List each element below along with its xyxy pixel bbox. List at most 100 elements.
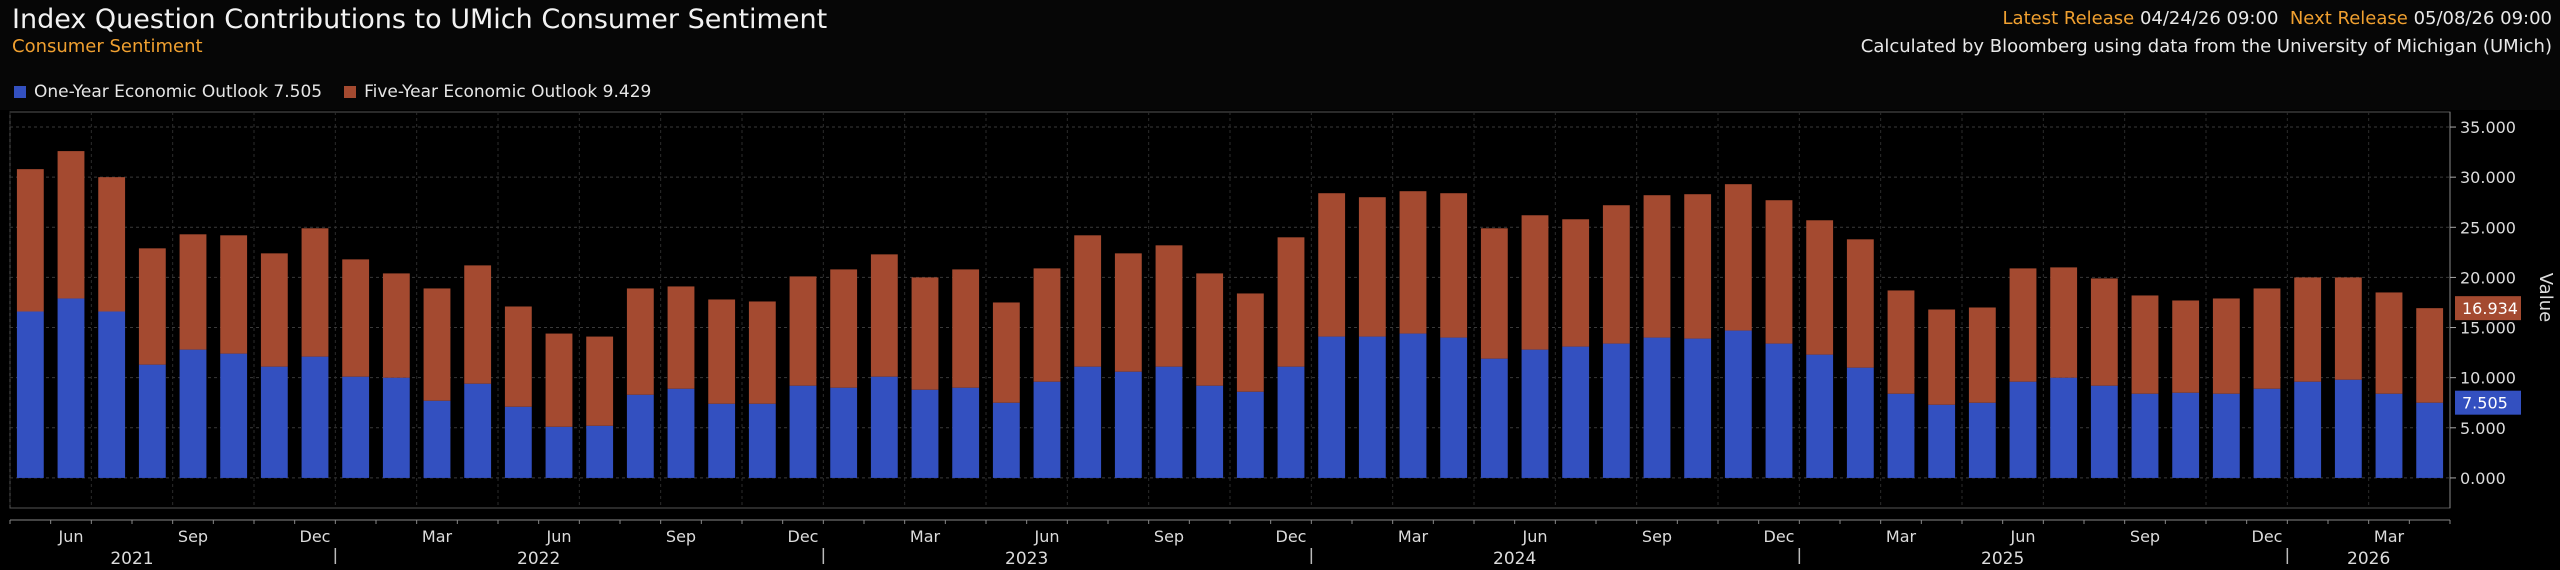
bar-five-year [2375,292,2403,394]
bar-one-year [667,388,695,478]
x-year-label: 2025 [1981,549,2024,569]
bar-one-year [789,385,817,478]
bar-five-year [1765,200,1793,344]
last-value-label: 7.505 [2462,394,2508,413]
bar-one-year [57,298,85,478]
bar-five-year [748,301,776,404]
bar-five-year [1480,228,1508,359]
bar-five-year [2172,300,2200,393]
bar-five-year [1806,220,1834,355]
x-month-label: Mar [1886,527,1917,546]
bar-five-year [2009,268,2037,382]
bar-one-year [748,403,776,478]
bar-five-year [1724,184,1752,331]
x-month-label: Sep [1154,527,1184,546]
bar-five-year [1562,219,1590,347]
bar-five-year [98,177,126,312]
y-axis-title: Value [2535,273,2556,322]
bar-five-year [667,286,695,389]
bar-five-year [870,254,898,377]
legend-swatch-one-year [14,86,26,98]
bar-five-year [992,302,1020,403]
x-year-label: 2026 [2347,549,2390,569]
bar-one-year [1074,366,1102,478]
y-tick-label: 5.000 [2460,419,2506,438]
x-month-label: Jun [1522,527,1548,546]
x-month-label: Mar [2374,527,2405,546]
legend-swatch-five-year [344,86,357,98]
bar-one-year [2131,393,2159,478]
bar-one-year [1928,404,1956,478]
bar-one-year [423,400,451,478]
bar-five-year [464,265,492,384]
y-tick-label: 20.000 [2460,268,2516,287]
x-month-label: Jun [58,527,84,546]
bar-one-year [1480,358,1508,478]
x-month-label: Sep [2130,527,2160,546]
bar-five-year [220,235,248,354]
x-month-label: Mar [910,527,941,546]
bar-one-year [16,311,44,478]
x-month-label: Mar [422,527,453,546]
bar-five-year [789,276,817,386]
bar-five-year [504,306,532,407]
bar-five-year [1602,205,1630,344]
x-month-label: Sep [666,527,696,546]
bar-five-year [2212,298,2240,394]
bar-five-year [2050,267,2078,378]
x-month-label: Sep [178,527,208,546]
bar-five-year [1318,193,1346,337]
bar-five-year [1196,273,1224,386]
bar-one-year [138,364,166,478]
bar-one-year [626,394,654,478]
bar-one-year [2334,379,2362,478]
bar-one-year [870,376,898,478]
bar-one-year [504,406,532,478]
bar-five-year [1521,215,1549,350]
bar-one-year [586,425,614,478]
x-month-label: Jun [2010,527,2036,546]
bar-one-year [1968,402,1996,478]
bar-five-year [586,336,614,426]
x-month-label: Dec [300,527,331,546]
bar-five-year [1358,197,1386,337]
chart-legend: One-Year Economic Outlook 7.505 Five-Yea… [14,82,673,102]
y-tick-label: 25.000 [2460,218,2516,237]
bar-one-year [1277,366,1305,478]
bar-five-year [138,248,166,365]
bar-five-year [342,259,370,377]
bar-five-year [16,169,44,312]
bar-one-year [952,387,980,478]
bar-one-year [464,383,492,478]
bar-one-year [1358,336,1386,478]
bar-one-year [1887,393,1915,478]
bar-one-year [2212,393,2240,478]
bar-one-year [2294,381,2322,478]
bar-five-year [626,288,654,395]
bar-one-year [1114,371,1142,478]
bar-one-year [2375,393,2403,478]
x-month-label: Sep [1642,527,1672,546]
page-title: Index Question Contributions to UMich Co… [12,4,828,35]
y-tick-label: 30.000 [2460,168,2516,187]
bar-one-year [1806,354,1834,478]
bar-five-year [1033,268,1061,382]
bar-five-year [301,228,329,357]
bar-one-year [1196,385,1224,478]
legend-item-one-year[interactable]: One-Year Economic Outlook 7.505 [14,82,322,102]
bar-one-year [545,426,573,478]
x-month-label: Dec [1276,527,1307,546]
y-tick-label: 15.000 [2460,319,2516,338]
x-year-label: 2022 [517,549,560,569]
bar-one-year [1399,333,1427,478]
bar-one-year [1236,391,1264,478]
last-total-tag [2455,296,2521,321]
latest-release-label: Latest Release [2002,8,2135,29]
legend-item-five-year[interactable]: Five-Year Economic Outlook 9.429 [344,82,651,102]
x-month-label: Dec [1764,527,1795,546]
last-total-label: 16.934 [2462,299,2518,318]
bar-five-year [1155,245,1183,367]
bar-five-year [1440,193,1468,338]
chart-subtitle: Consumer Sentiment [12,36,203,57]
bar-five-year [1399,191,1427,334]
